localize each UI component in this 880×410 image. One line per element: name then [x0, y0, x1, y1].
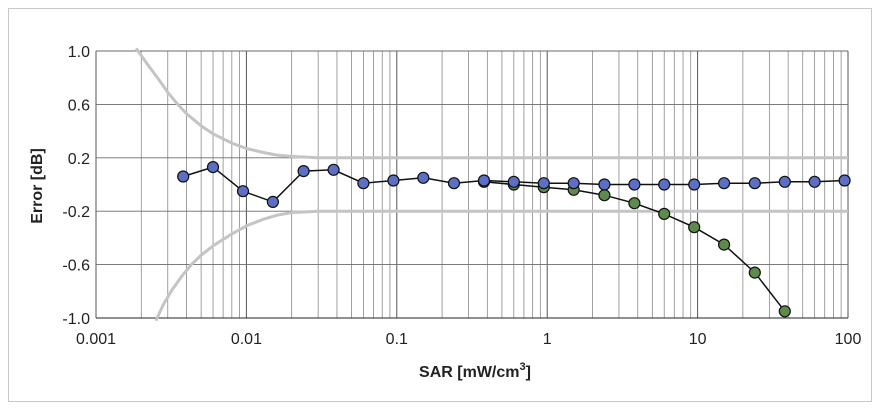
data-series	[177, 161, 851, 318]
x-axis-title-main: SAR [mW/cm	[419, 364, 519, 381]
series-2-point	[628, 197, 641, 210]
envelope-upper-line	[134, 47, 848, 160]
series-1-point	[357, 177, 370, 190]
series-2-point	[598, 189, 611, 202]
series-1-point	[266, 195, 279, 208]
series-1-point	[838, 174, 851, 187]
series-1-point	[177, 170, 190, 183]
series-2-point	[778, 305, 791, 318]
x-tick-label: 0.01	[231, 331, 262, 348]
series-1-point	[778, 175, 791, 188]
series-1-point	[297, 165, 310, 178]
series-1-point	[417, 171, 430, 184]
series-2-point	[748, 266, 761, 279]
series-1-point	[567, 177, 580, 190]
series-1-point	[808, 175, 821, 188]
y-tick-label: 1.0	[68, 44, 90, 61]
series-1-point	[537, 177, 550, 190]
y-tick-label: 0.2	[68, 151, 90, 168]
series-1-point	[447, 177, 461, 190]
tolerance-envelope	[134, 47, 848, 322]
x-tick-label: 0.1	[386, 331, 408, 348]
series-1-point	[507, 175, 520, 188]
x-tick-label: 0.001	[76, 331, 116, 348]
series-1-point	[688, 178, 701, 191]
series-1-point	[598, 178, 611, 191]
y-tick-label: -1.0	[62, 311, 90, 328]
series-1-point	[236, 185, 250, 198]
y-axis-title: Error [dB]	[29, 148, 46, 224]
x-axis-title-end: ]	[526, 364, 531, 381]
chart-frame	[8, 8, 872, 402]
series-1-point	[387, 174, 400, 187]
x-tick-label: 100	[835, 331, 862, 348]
tick-labels: 1.0 0.6 0.2 -0.2 -0.6 -1.0 0.001 0.01 0.1 1 10 100	[62, 44, 861, 348]
series-2-point	[717, 238, 731, 251]
series-1-point	[658, 178, 671, 191]
series-1-point	[717, 177, 731, 190]
y-tick-label: -0.2	[62, 204, 90, 221]
series-1-point	[748, 177, 761, 190]
x-tick-label: 1	[543, 331, 552, 348]
series-2-point	[658, 207, 671, 220]
series-1-point	[477, 174, 491, 187]
y-tick-label: -0.6	[62, 258, 90, 275]
x-tick-label: 10	[689, 331, 707, 348]
x-axis-title-superscript: 3	[520, 361, 526, 373]
x-axis-title: SAR [mW/cm3]	[419, 361, 531, 381]
series-2-point	[688, 221, 701, 234]
envelope-lower-line	[154, 209, 848, 322]
y-tick-label: 0.6	[68, 97, 90, 114]
series-1-point	[206, 161, 220, 174]
series-1-point	[628, 178, 641, 191]
series-1-point	[327, 163, 340, 176]
grid-lines	[95, 50, 849, 319]
